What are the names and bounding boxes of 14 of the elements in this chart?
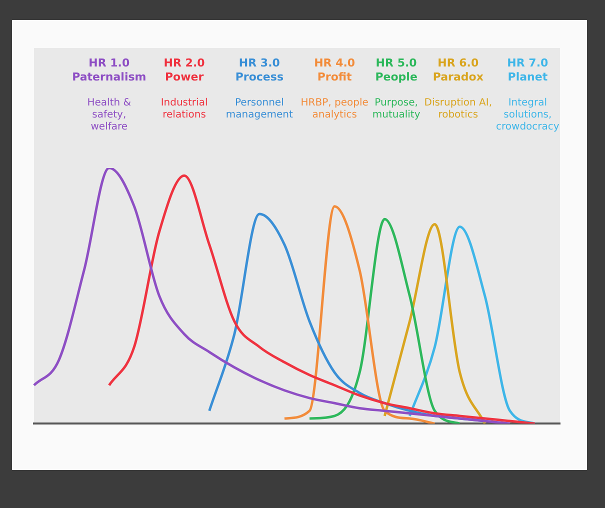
text: Purpose, mutuality — [372, 98, 420, 121]
text: HR 5.0 People — [375, 56, 418, 84]
text: Integral solutions, crowdocracy — [496, 98, 560, 133]
text: HR 1.0 Paternalism — [72, 56, 146, 84]
text: Health & safety, welfare — [87, 98, 132, 133]
text: HR 6.0 Paradox — [432, 56, 484, 84]
text: Industrial relations — [160, 98, 208, 121]
text: HR 4.0 Profit — [314, 56, 356, 84]
text: HR 3.0 Process — [235, 56, 284, 84]
text: HR 2.0 Power — [164, 56, 206, 84]
text: HR 7.0 Planet — [507, 56, 549, 84]
text: Personnel management — [226, 98, 293, 121]
text: HRBP, people analytics — [300, 98, 368, 121]
text: Disruption AI, robotics — [424, 98, 492, 121]
